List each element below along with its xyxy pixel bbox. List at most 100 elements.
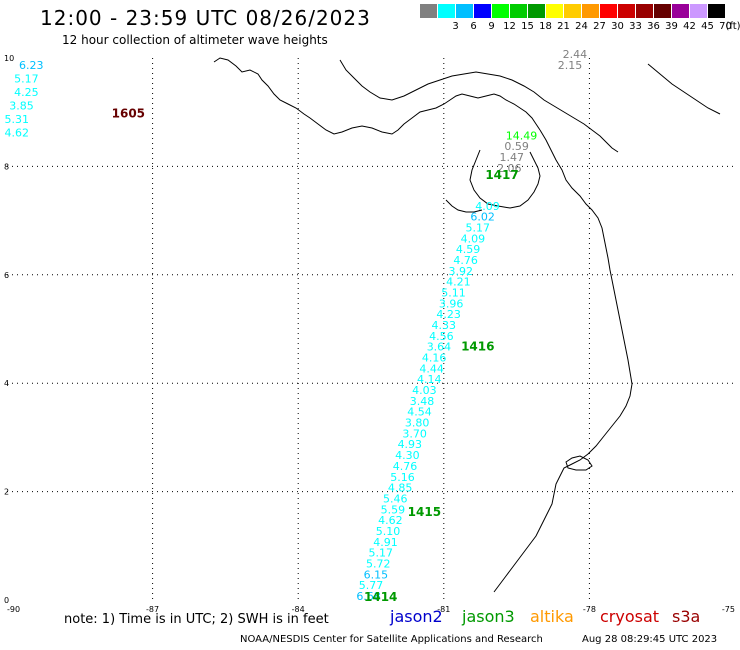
satellite-label-jason3: jason3 xyxy=(462,607,515,626)
wave-height-value: 4.33 xyxy=(432,319,457,332)
wave-height-value: 4.21 xyxy=(446,276,471,289)
wave-height-value: 4.54 xyxy=(407,406,432,419)
lat-tick-label: 6 xyxy=(4,271,9,280)
legend-label: 45 xyxy=(701,21,714,32)
wave-height-value: 3.80 xyxy=(405,417,430,430)
satellite-label-jason2: jason2 xyxy=(390,607,443,626)
wave-height-value: 5.16 xyxy=(390,471,415,484)
wave-height-value: 0.59 xyxy=(504,140,529,153)
legend-swatch xyxy=(474,4,491,18)
wave-height-value: 6.23 xyxy=(19,59,44,72)
pass-number-label: 1417 xyxy=(485,168,518,182)
wave-height-value: 4.62 xyxy=(4,127,29,140)
legend-label: 42 xyxy=(683,21,696,32)
legend-label: 70 xyxy=(719,21,732,32)
wave-height-value: 3.85 xyxy=(9,99,34,112)
wave-height-value: 6.68 xyxy=(356,590,381,603)
wave-height-value: 5.17 xyxy=(368,547,393,560)
wave-height-value: 5.31 xyxy=(4,113,29,126)
coastline xyxy=(213,57,721,593)
wave-height-value: 4.14 xyxy=(417,373,442,386)
legend-label: 24 xyxy=(575,21,588,32)
lon-tick-label: -87 xyxy=(146,605,159,614)
legend-label: 21 xyxy=(557,21,570,32)
wave-height-value: 5.17 xyxy=(466,221,491,234)
wave-height-value: 4.44 xyxy=(419,362,444,375)
wave-height-value: 4.23 xyxy=(436,308,461,321)
legend-swatch xyxy=(420,4,437,18)
footer-note: note: 1) Time is in UTC; 2) SWH is in fe… xyxy=(64,612,329,627)
legend-label: 3 xyxy=(452,21,459,32)
legend-label: 6 xyxy=(470,21,477,32)
wave-height-value: 4.16 xyxy=(422,352,447,365)
wave-height-value: 1.47 xyxy=(499,151,524,164)
legend-swatch xyxy=(438,4,455,18)
wave-height-value: 4.59 xyxy=(456,243,481,256)
lat-tick-label: 8 xyxy=(4,162,9,171)
wave-height-value: 3.70 xyxy=(402,427,427,440)
lon-tick-label: -75 xyxy=(722,605,735,614)
wave-height-value: 5.59 xyxy=(381,503,406,516)
wave-height-value: 3.96 xyxy=(439,297,464,310)
legend-swatch xyxy=(456,4,473,18)
satellite-label-s3a: s3a xyxy=(672,607,701,626)
lat-tick-label: 0 xyxy=(4,596,9,605)
legend-label: 33 xyxy=(629,21,642,32)
lat-tick-label: 10 xyxy=(4,54,14,63)
legend-label: 9 xyxy=(488,21,495,32)
wave-height-value: 2.15 xyxy=(558,59,583,72)
legend-label: 30 xyxy=(611,21,624,32)
axis-tick-labels: -90 -87 -84 -81 -78 -75 0 2 4 6 8 10 xyxy=(4,54,735,614)
wave-height-value: 3.64 xyxy=(427,341,452,354)
lat-tick-label: 2 xyxy=(4,488,9,497)
legend-swatch xyxy=(582,4,599,18)
lon-tick-label: -81 xyxy=(437,605,450,614)
legend-swatch xyxy=(690,4,707,18)
wave-height-values: 6.235.174.253.855.314.622.442.1514.490.5… xyxy=(4,48,587,603)
wave-height-value: 4.56 xyxy=(429,330,454,343)
legend-swatch xyxy=(654,4,671,18)
legend-swatch xyxy=(492,4,509,18)
generation-timestamp: Aug 28 08:29:45 UTC 2023 xyxy=(582,634,718,645)
wave-height-value: 6.02 xyxy=(470,211,495,224)
legend-swatch xyxy=(600,4,617,18)
wave-height-value: 2.06 xyxy=(497,162,522,175)
legend-label: 39 xyxy=(665,21,678,32)
wave-height-value: 3.48 xyxy=(410,395,435,408)
pass-number-label: 1414 xyxy=(364,590,397,604)
wave-height-value: 2.44 xyxy=(563,48,588,61)
satellite-label-altika: altika xyxy=(530,607,574,626)
wave-height-value: 4.09 xyxy=(475,200,500,213)
wave-height-value: 5.11 xyxy=(441,286,466,299)
page-title: 12:00 - 23:59 UTC 08/26/2023 xyxy=(40,6,371,30)
pass-number-label: 1415 xyxy=(408,505,441,519)
credit-line: NOAA/NESDIS Center for Satellite Applica… xyxy=(240,634,543,645)
wave-height-value: 4.85 xyxy=(388,482,413,495)
pass-number-label: 1416 xyxy=(461,340,494,354)
legend-swatch xyxy=(708,4,725,18)
lat-lon-gridlines xyxy=(7,58,735,600)
lon-tick-label: -78 xyxy=(583,605,596,614)
wave-height-value: 4.62 xyxy=(378,514,403,527)
pass-labels: 1605 1417 1416 1415 1414 xyxy=(112,107,519,604)
lat-tick-label: 4 xyxy=(4,379,9,388)
wave-height-value: 5.17 xyxy=(14,72,39,85)
lon-tick-label: -90 xyxy=(7,605,20,614)
satellite-label-cryosat: cryosat xyxy=(600,607,660,626)
legend-label: 36 xyxy=(647,21,660,32)
wave-height-value: 5.72 xyxy=(366,557,391,570)
wave-height-value: 6.15 xyxy=(364,568,389,581)
wave-height-value: 5.10 xyxy=(376,525,401,538)
legend-label: 12 xyxy=(503,21,516,32)
legend-swatch xyxy=(564,4,581,18)
wave-height-value: 14.49 xyxy=(506,129,538,142)
page-subtitle: 12 hour collection of altimeter wave hei… xyxy=(62,33,328,47)
legend-label: 18 xyxy=(539,21,552,32)
legend-label: 27 xyxy=(593,21,606,32)
wave-height-value: 4.25 xyxy=(14,86,39,99)
wave-height-value: 4.76 xyxy=(453,254,478,267)
legend-swatch xyxy=(618,4,635,18)
wave-height-value: 4.09 xyxy=(461,232,486,245)
legend-swatch xyxy=(528,4,545,18)
wave-height-value: 4.91 xyxy=(373,536,398,549)
